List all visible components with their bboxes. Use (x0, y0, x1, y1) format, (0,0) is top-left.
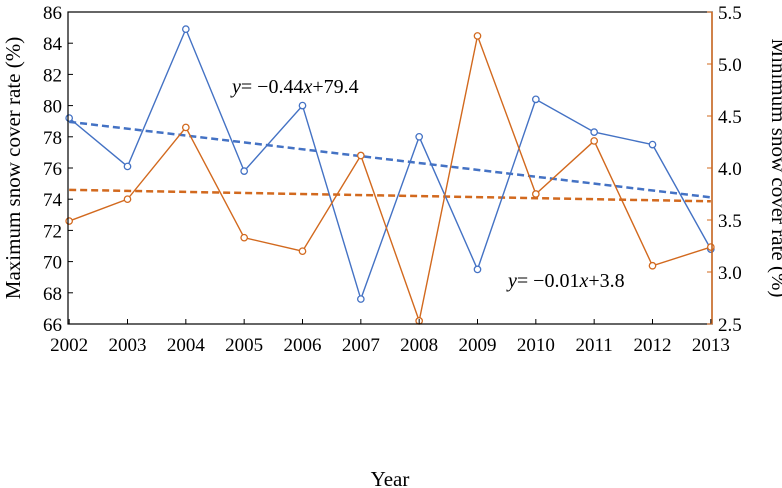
y-right-tick-label: 5.5 (718, 3, 742, 24)
equation-min-y: y (506, 270, 517, 292)
data-point-max (356, 295, 365, 303)
data-point-min (473, 32, 482, 40)
y-left-tick-label: 86 (43, 3, 62, 24)
data-point-min (356, 151, 365, 160)
data-point-max (65, 114, 74, 122)
y-axis-right-title: Minimum snow cover rate (%) (767, 39, 782, 298)
equation-min-tail: +3.8 (588, 270, 624, 292)
data-point-min (531, 190, 540, 198)
trendline-max (69, 120, 711, 199)
equation-min-mid: = −0.01 (517, 270, 580, 292)
x-tick-label: 2002 (50, 335, 88, 356)
y-left-tick-label: 68 (43, 284, 62, 305)
x-axis-title: Year (371, 467, 410, 488)
trendline-min (69, 188, 711, 203)
y-right-tick-label: 4.5 (718, 107, 742, 128)
data-point-max (415, 132, 424, 141)
data-point-min (590, 137, 599, 145)
y-left-tick-label: 72 (43, 221, 62, 242)
series-lines (68, 27, 712, 324)
data-point-max (240, 167, 249, 175)
y-axis-left-title: Maximum snow cover rate (%) (1, 37, 25, 299)
equation-max-x: x (302, 76, 312, 98)
y-right-tick-label: 5.0 (718, 55, 742, 76)
data-point-min (240, 233, 249, 242)
x-tick-label: 2007 (342, 335, 380, 356)
x-tick-label: 2008 (400, 335, 438, 356)
x-tick-label: 2011 (576, 335, 613, 356)
x-tick-label: 2010 (517, 335, 555, 356)
series-line-max (68, 27, 712, 302)
data-point-max (123, 162, 132, 171)
trendlines (69, 120, 711, 203)
axes: 2002 2003 2004 2005 2006 2007 2008 2009 2010 2011… (43, 3, 742, 356)
data-point-min (181, 123, 190, 132)
x-tick-label: 2006 (284, 335, 322, 356)
data-point-max (181, 25, 190, 34)
equation-max-tail: +79.4 (312, 76, 358, 98)
y-left-tick-label: 84 (43, 34, 63, 55)
x-tick-label: 2005 (225, 335, 263, 356)
data-point-max (473, 265, 482, 274)
equation-max-y: y (230, 76, 241, 98)
data-point-max (590, 128, 599, 136)
equation-min-x: x (578, 270, 588, 292)
equation-max: y= −0.44x+79.4 (230, 76, 359, 98)
y-right-tick-label: 3.5 (718, 211, 742, 232)
data-point-max (298, 101, 307, 110)
data-point-min (706, 243, 715, 251)
equation-min: y= −0.01x+3.8 (506, 270, 625, 292)
y-left-tick-label: 74 (43, 190, 63, 211)
series-line-min (68, 33, 712, 324)
data-point-max (648, 140, 657, 149)
data-point-min (123, 195, 132, 204)
y-right-tick-label: 2.5 (718, 315, 742, 336)
x-tick-label: 2012 (634, 335, 672, 356)
data-point-min (648, 261, 657, 270)
y-left-tick-label: 66 (43, 315, 62, 336)
y-right-tick-label: 4.0 (718, 159, 742, 180)
y-left-tick-label: 78 (43, 128, 62, 149)
y-left-tick-label: 80 (43, 97, 62, 118)
y-left-tick-label: 76 (43, 159, 62, 180)
x-tick-label: 2003 (109, 335, 147, 356)
data-point-max (531, 95, 540, 104)
x-tick-label: 2013 (692, 335, 730, 356)
x-tick-label: 2004 (167, 335, 206, 356)
y-right-tick-label: 3.0 (718, 263, 742, 284)
y-left-tick-label: 70 (43, 253, 62, 274)
data-point-min (298, 247, 307, 256)
x-tick-label: 2009 (459, 335, 497, 356)
data-point-min (65, 217, 74, 225)
y-left-tick-label: 82 (43, 65, 62, 86)
equation-max-mid: = −0.44 (241, 76, 304, 98)
